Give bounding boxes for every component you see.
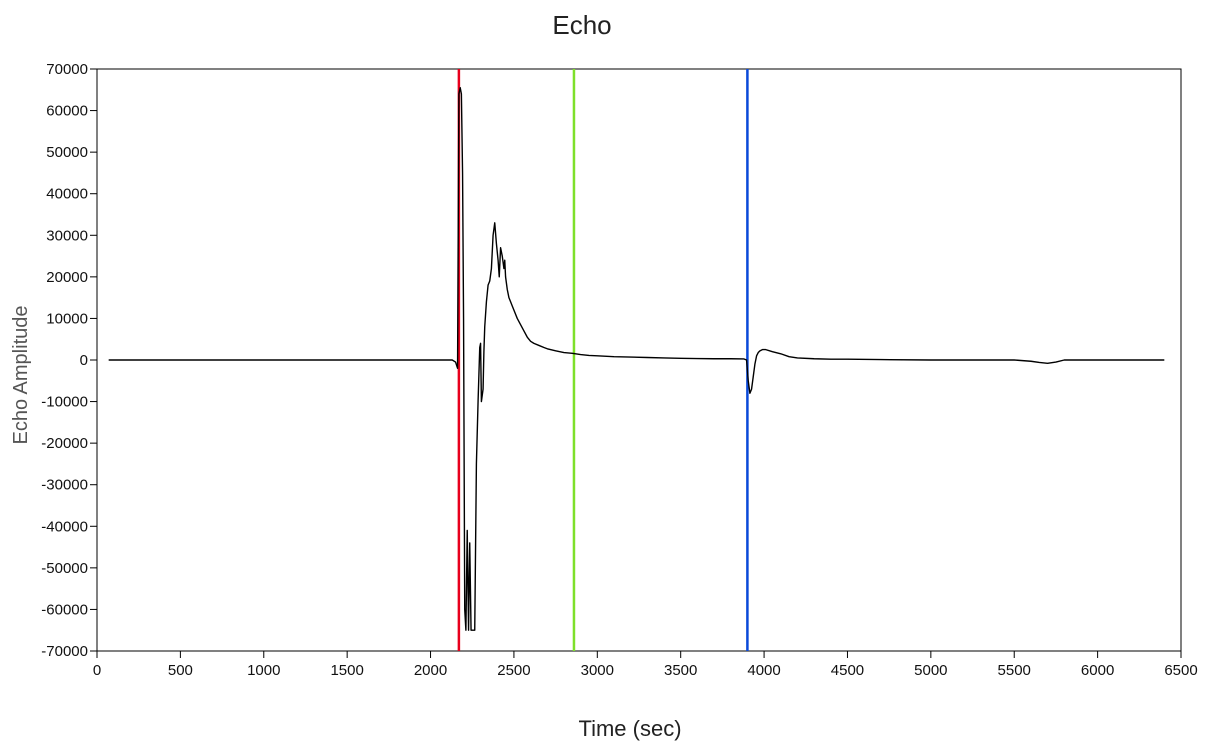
y-tick-label: 30000 xyxy=(46,227,88,244)
x-tick-label: 3500 xyxy=(664,662,697,679)
x-tick-label: 0 xyxy=(93,662,101,679)
chart-title: Echo xyxy=(552,10,611,40)
x-tick-label: 6500 xyxy=(1164,662,1197,679)
x-axis-label: Time (sec) xyxy=(578,716,681,741)
y-tick-label: 50000 xyxy=(46,144,88,161)
echo-series-line xyxy=(108,87,1165,631)
y-tick-label: -50000 xyxy=(41,560,88,577)
x-tick-label: 6000 xyxy=(1081,662,1114,679)
y-tick-label: 0 xyxy=(80,352,88,369)
y-axis-label: Echo Amplitude xyxy=(10,306,32,445)
y-axis-ticks: 70000 60000 50000 40000 30000 20000 10000 0 -100… xyxy=(41,61,97,660)
x-tick-label: 5500 xyxy=(998,662,1031,679)
y-tick-label: 60000 xyxy=(46,103,88,120)
x-tick-label: 1500 xyxy=(330,662,363,679)
x-axis-ticks: 0 500 1000 1500 2000 2500 3000 3500 4000 4500 5000… xyxy=(93,651,1198,679)
y-tick-label: 10000 xyxy=(46,310,88,327)
y-tick-label: 20000 xyxy=(46,269,88,286)
x-tick-label: 1000 xyxy=(247,662,280,679)
x-tick-label: 4000 xyxy=(747,662,780,679)
y-tick-label: 40000 xyxy=(46,186,88,203)
x-tick-label: 4500 xyxy=(831,662,864,679)
y-tick-label: -40000 xyxy=(41,518,88,535)
y-tick-label: 70000 xyxy=(46,61,88,78)
x-tick-label: 5000 xyxy=(914,662,947,679)
y-tick-label: -20000 xyxy=(41,435,88,452)
y-tick-label: -30000 xyxy=(41,477,88,494)
x-tick-label: 2500 xyxy=(497,662,530,679)
x-tick-label: 2000 xyxy=(414,662,447,679)
y-tick-label: -70000 xyxy=(41,643,88,660)
x-tick-label: 500 xyxy=(168,662,193,679)
y-tick-label: -60000 xyxy=(41,601,88,618)
x-tick-label: 3000 xyxy=(581,662,614,679)
y-tick-label: -10000 xyxy=(41,394,88,411)
